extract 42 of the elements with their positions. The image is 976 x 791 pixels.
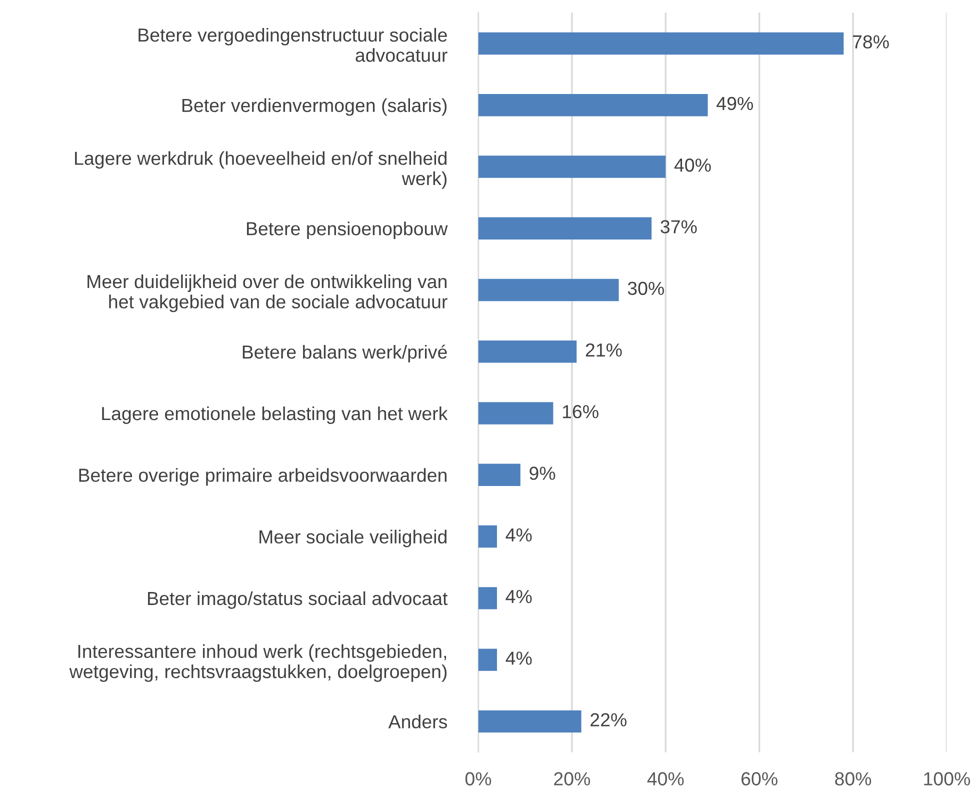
x-tick-label: 0% (465, 772, 492, 786)
y-tick-label: Anders (388, 714, 448, 728)
data-label: 4% (506, 652, 532, 665)
x-tick-label: 100% (924, 772, 970, 786)
data-label: 21% (586, 343, 622, 357)
x-tick-label: 20% (554, 772, 590, 786)
x-tick-label: 40% (647, 772, 684, 786)
data-label: 40% (674, 158, 711, 172)
data-label: 4% (506, 590, 532, 604)
bar (478, 464, 520, 486)
y-tick-label: Meer sociale veiligheid (260, 530, 446, 548)
data-label: 49% (716, 96, 753, 110)
data-label: 4% (506, 528, 532, 542)
x-tick-label: 80% (835, 772, 872, 786)
bar (478, 217, 652, 240)
y-tick-label: Beter imago/status sociaal advocaat (148, 591, 448, 609)
data-label: 16% (562, 405, 598, 418)
y-tick-label: Betere balans werk/privé (242, 344, 447, 362)
bar (478, 710, 582, 733)
bar (478, 94, 708, 116)
data-label: 30% (628, 282, 664, 296)
data-label: 22% (590, 713, 626, 726)
bar (478, 340, 577, 363)
data-label: 9% (530, 466, 556, 480)
bar (478, 525, 497, 548)
y-tick-label: Lagere emotionele belasting van het werk (102, 406, 448, 424)
x-tick-label: 60% (742, 772, 778, 786)
y-tick-label: Meer duidelijkheid over de ontwikkeling van het vakgebied van de sociale advocatuur (88, 274, 448, 312)
bar (478, 32, 844, 55)
bar (478, 402, 554, 424)
bar (478, 648, 497, 671)
data-label: 37% (660, 220, 697, 234)
y-tick-label: Interessantere inhoud werk (rechtsgebieden, wetgeving, rechtsvraagstukken, doelgroepen) (69, 644, 447, 682)
y-tick-label: Betere vergoedingenstructuur sociale advocatuur (138, 28, 448, 62)
bar (478, 278, 619, 302)
y-tick-label: Betere overige primaire arbeidsvoorwaarden (79, 468, 446, 486)
bar (478, 587, 497, 610)
bar (478, 156, 666, 178)
y-tick-label: Betere pensioenopbouw (247, 222, 448, 240)
y-tick-label: Lagere werkdruk (hoeveelheid en/of snelheid werk) (75, 151, 447, 189)
y-tick-label: Beter verdienvermogen (salaris) (182, 98, 447, 116)
data-label: 78% (852, 35, 889, 49)
